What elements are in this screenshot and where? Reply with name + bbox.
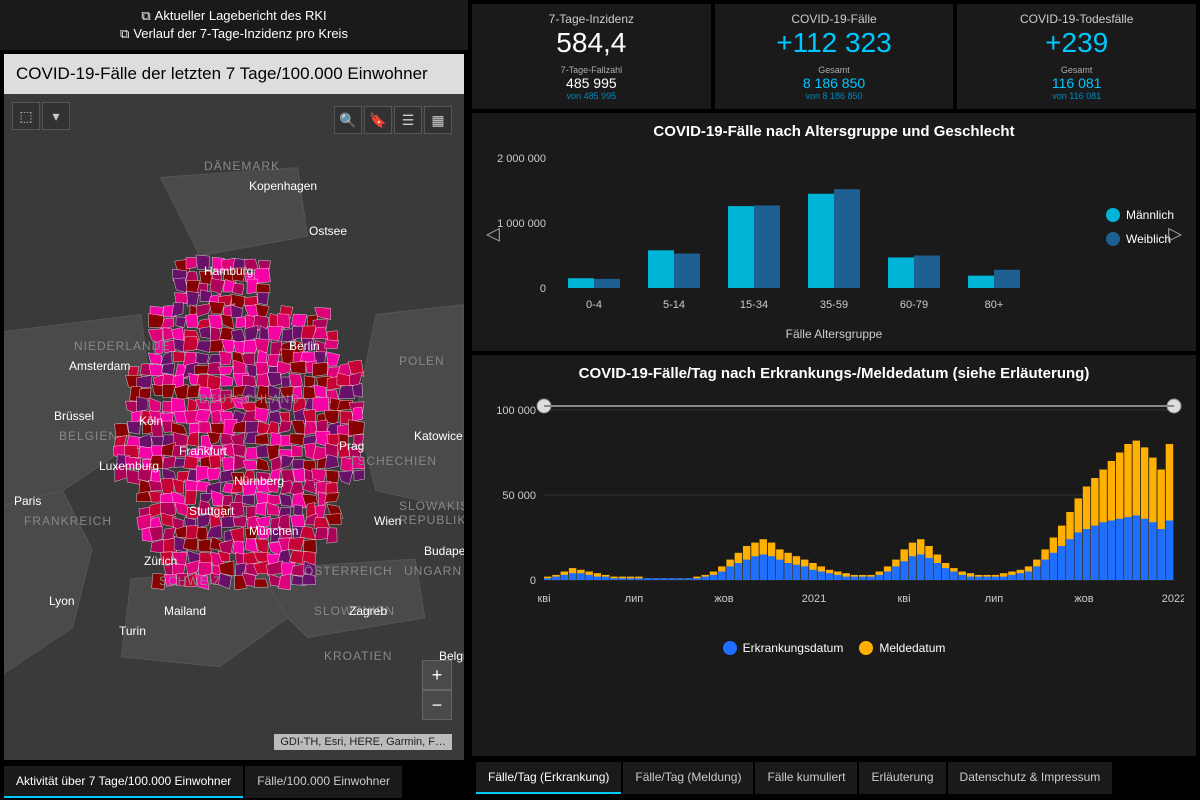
dropdown-icon[interactable]: ▾ [42,102,70,130]
kpi-row: 7-Tage-Inzidenz 584,4 7-Tage-Fallzahl 48… [472,4,1196,109]
kpi-value: +112 323 [725,28,944,59]
kpi-sublabel: Gesamt [725,65,944,75]
kpi-label: COVID-19-Fälle [725,12,944,26]
map-toolbar-left: ⬚ ▾ [12,102,70,130]
timeseries-panel: COVID-19-Fälle/Tag nach Erkrankungs-/Mel… [472,355,1196,756]
svg-text:жов: жов [1074,593,1093,605]
legend-item: Weiblich [1106,232,1174,246]
svg-text:2 000 000: 2 000 000 [497,153,546,165]
svg-text:кві: кві [537,593,550,605]
kpi-card: COVID-19-Fälle +112 323 Gesamt 8 186 850… [715,4,954,109]
age-chart-title: COVID-19-Fälle nach Altersgruppe und Ges… [484,123,1184,140]
kpi-value: +239 [967,28,1186,59]
svg-text:жов: жов [714,593,733,605]
kpi-subnote: von 8 186 850 [725,91,944,101]
svg-text:2022: 2022 [1162,593,1184,605]
tab[interactable]: Erläuterung [859,762,945,794]
legend-item: Erkrankungsdatum [723,641,844,655]
svg-text:35-59: 35-59 [820,299,848,311]
svg-text:0-4: 0-4 [586,299,602,311]
kpi-card: COVID-19-Todesfälle +239 Gesamt 116 081 … [957,4,1196,109]
map-zoom: + − [422,660,452,720]
age-chart-axis-label: Fälle Altersgruppe [484,327,1184,341]
map-panel: COVID-19-Fälle der letzten 7 Tage/100.00… [4,54,464,760]
kpi-sublabel: Gesamt [967,65,1186,75]
kpi-value: 584,4 [482,28,701,59]
right-tabs: Fälle/Tag (Erkrankung)Fälle/Tag (Meldung… [472,760,1196,796]
svg-text:лип: лип [985,593,1004,605]
link-lagebericht[interactable]: ⧉Aktueller Lagebericht des RKI [6,8,462,24]
external-link-icon: ⧉ [141,8,150,24]
top-links: ⧉Aktueller Lagebericht des RKI ⧉Verlauf … [0,0,468,50]
left-tabs: Aktivität über 7 Tage/100.000 EinwohnerF… [0,764,468,800]
kpi-label: 7-Tage-Inzidenz [482,12,701,26]
svg-text:2021: 2021 [802,593,826,605]
age-chart-legend: Männlich Weiblich [1106,208,1174,246]
svg-text:0: 0 [540,283,546,295]
tab[interactable]: Datenschutz & Impressum [948,762,1113,794]
kpi-subvalue: 485 995 [482,75,701,91]
map-svg [4,94,464,760]
svg-text:15-34: 15-34 [740,299,768,311]
kpi-subnote: von 116 081 [967,91,1186,101]
link-verlauf[interactable]: ⧉Verlauf der 7-Tage-Inzidenz pro Kreis [6,26,462,42]
search-icon[interactable]: 🔍 [334,106,362,134]
legend-item: Männlich [1106,208,1174,222]
zoom-in-button[interactable]: + [422,660,452,690]
legend-item: Meldedatum [859,641,945,655]
legend-icon[interactable]: ☰ [394,106,422,134]
kpi-subnote: von 485 995 [482,91,701,101]
svg-text:60-79: 60-79 [900,299,928,311]
chart-next-icon[interactable]: ▷ [1168,224,1182,245]
svg-text:1 000 000: 1 000 000 [497,218,546,230]
svg-text:80+: 80+ [985,299,1004,311]
svg-text:0: 0 [530,575,536,587]
kpi-label: COVID-19-Todesfälle [967,12,1186,26]
tab[interactable]: Fälle/Tag (Meldung) [623,762,753,794]
timeseries-title: COVID-19-Fälle/Tag nach Erkrankungs-/Mel… [484,365,1184,382]
kpi-subvalue: 8 186 850 [725,75,944,91]
map-title: COVID-19-Fälle der letzten 7 Tage/100.00… [4,54,464,94]
bookmark-icon[interactable]: 🔖 [364,106,392,134]
kpi-card: 7-Tage-Inzidenz 584,4 7-Tage-Fallzahl 48… [472,4,711,109]
map-toolbar-right: 🔍 🔖 ☰ ▦ [330,102,456,138]
timeseries-svg: 100 00050 0000квілипжов2021квілипжов2022 [484,390,1184,630]
svg-text:100 000: 100 000 [496,405,536,417]
chart-prev-icon[interactable]: ◁ [486,224,500,245]
timeseries-legend: Erkrankungsdatum Meldedatum [484,641,1184,655]
kpi-subvalue: 116 081 [967,75,1186,91]
svg-text:кві: кві [897,593,910,605]
age-chart-svg: 2 000 000 1 000 000 0 0-4 5-14 15-34 35-59 60-7… [484,148,1164,318]
external-link-icon: ⧉ [120,26,129,42]
map-attribution: GDI-TH, Esri, HERE, Garmin, F… [274,734,452,750]
select-tool-icon[interactable]: ⬚ [12,102,40,130]
tab[interactable]: Fälle/100.000 Einwohner [245,766,402,798]
kpi-sublabel: 7-Tage-Fallzahl [482,65,701,75]
zoom-out-button[interactable]: − [422,690,452,720]
map-body[interactable]: DÄNEMARKNIEDERLANDEDEUTSCHLANDBELGIENTSC… [4,94,464,760]
tab[interactable]: Aktivität über 7 Tage/100.000 Einwohner [4,766,243,798]
svg-text:5-14: 5-14 [663,299,685,311]
age-chart-panel: COVID-19-Fälle nach Altersgruppe und Ges… [472,113,1196,351]
basemap-icon[interactable]: ▦ [424,106,452,134]
tab[interactable]: Fälle/Tag (Erkrankung) [476,762,621,794]
svg-text:лип: лип [625,593,644,605]
tab[interactable]: Fälle kumuliert [755,762,857,794]
svg-text:50 000: 50 000 [502,490,536,502]
